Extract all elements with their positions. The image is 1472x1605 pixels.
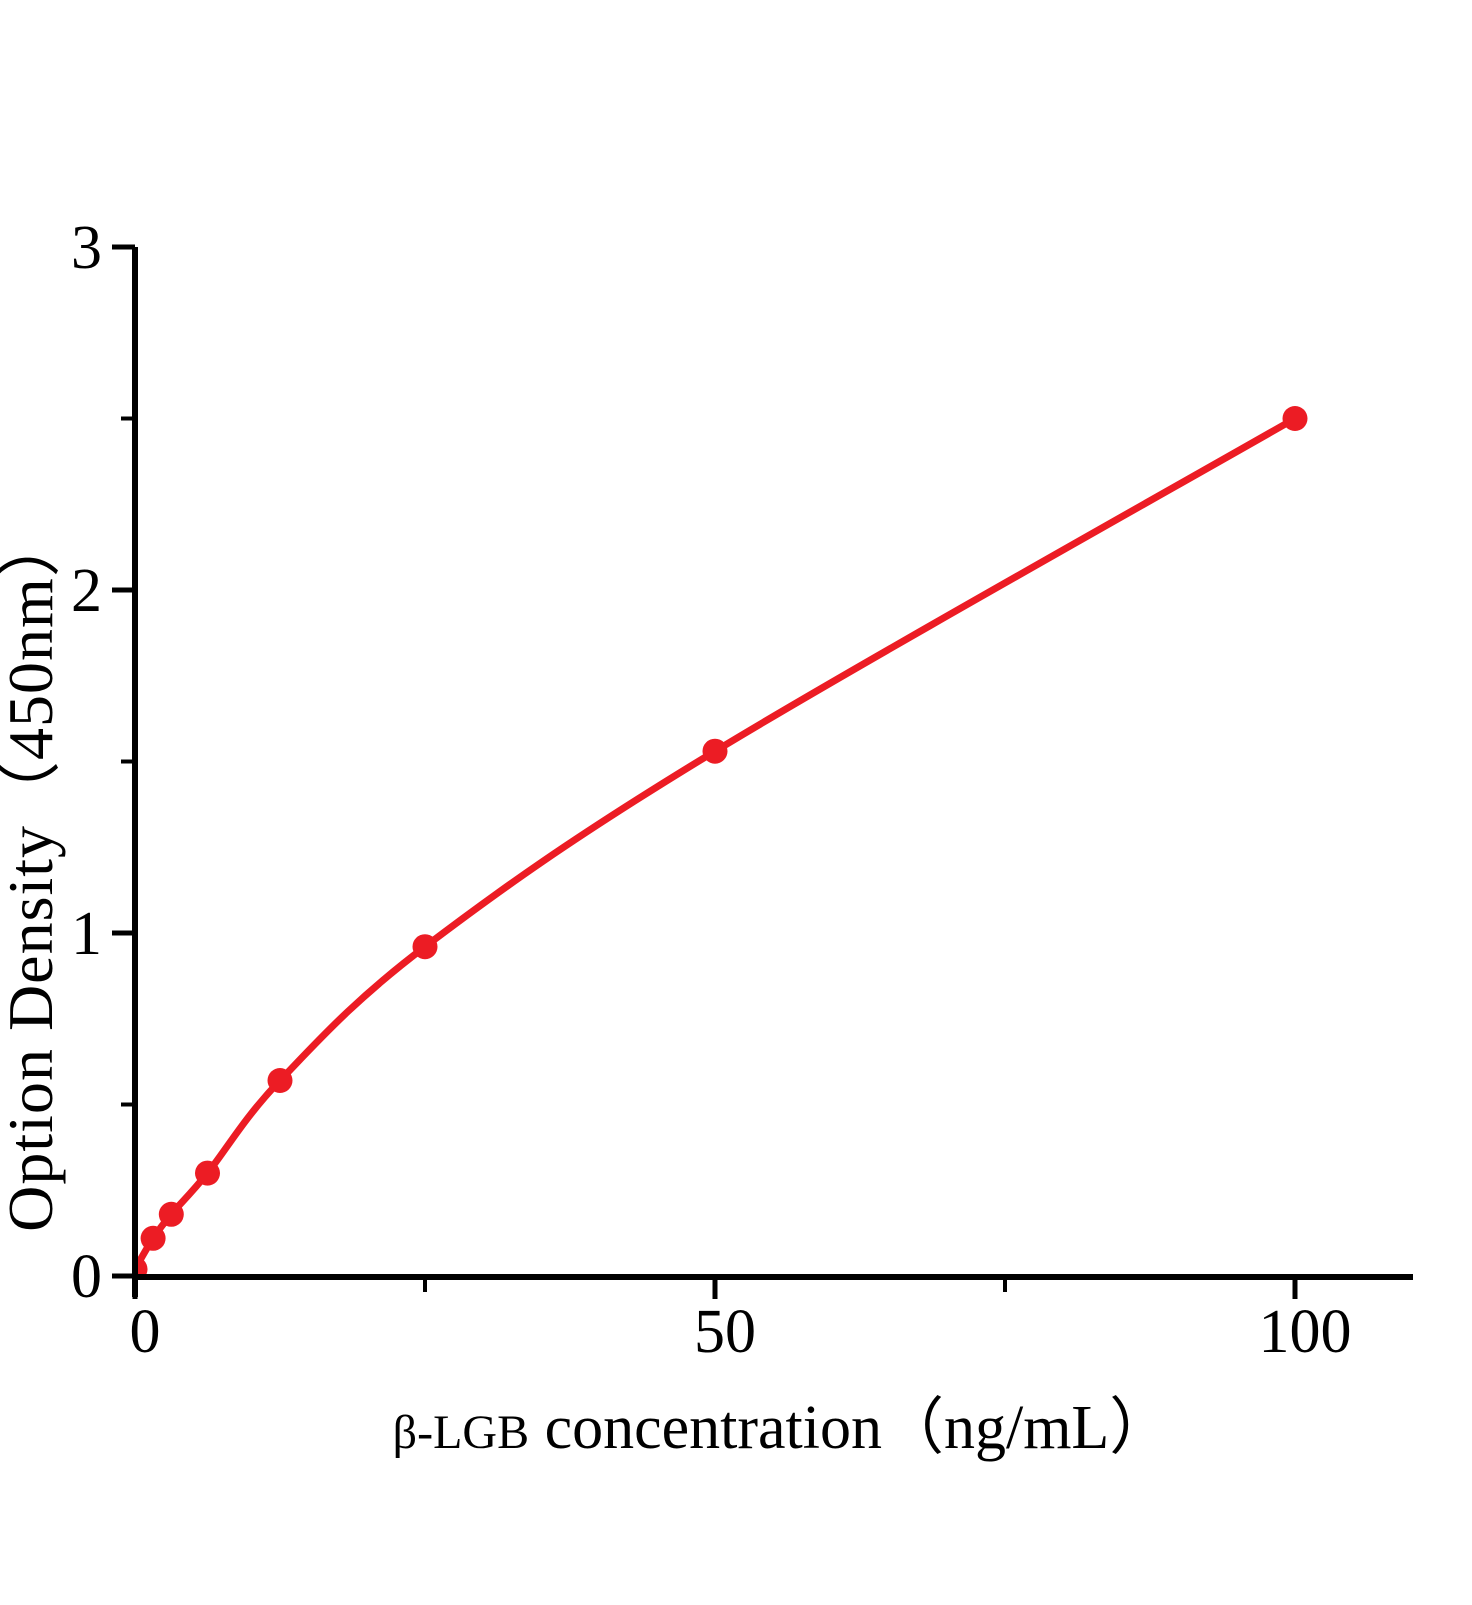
x-tick-label: 50 xyxy=(694,1298,756,1366)
data-point-marker xyxy=(135,1256,148,1277)
data-point-marker xyxy=(140,1225,166,1251)
y-tick-label: 3 xyxy=(71,214,102,282)
axes-layer xyxy=(112,244,1413,1299)
data-point-marker xyxy=(1282,406,1308,431)
series-layer xyxy=(135,406,1308,1277)
x-tick-label: 100 xyxy=(1259,1298,1352,1366)
x-axis-title-concentration: concentration（ng/mL） xyxy=(529,1394,1171,1462)
data-point-marker xyxy=(158,1201,184,1227)
x-axis-title-beta-lgb: β-LGB xyxy=(393,1406,529,1459)
y-tick-label: 1 xyxy=(71,900,102,968)
y-axis-title: Option Density（450nm） xyxy=(0,512,66,1232)
data-point-marker xyxy=(267,1068,293,1093)
x-tick-label: 0 xyxy=(130,1298,161,1366)
standard-curve-line xyxy=(135,415,1299,1273)
x-axis-title: β-LGB concentration（ng/mL） xyxy=(393,1394,1172,1462)
y-tick-label: 2 xyxy=(71,557,102,625)
y-tick-label: 0 xyxy=(71,1243,102,1311)
data-point-marker xyxy=(195,1160,220,1186)
data-point-marker xyxy=(412,934,438,960)
data-point-marker xyxy=(702,738,728,764)
